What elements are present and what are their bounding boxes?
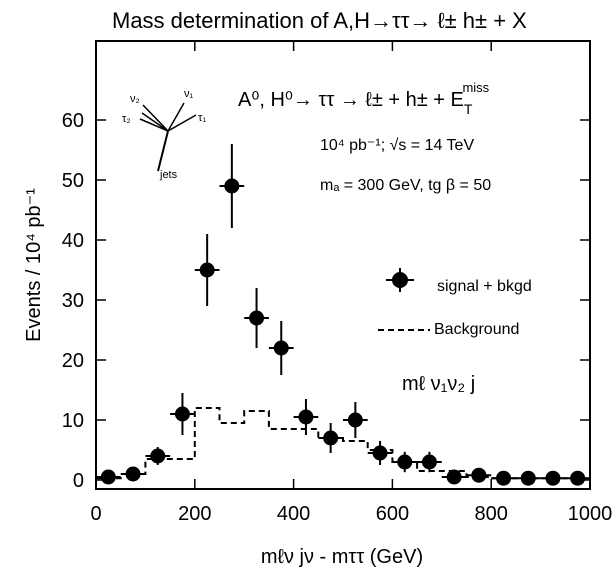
signal-points xyxy=(96,144,590,486)
data-marker xyxy=(496,470,512,486)
y-tick-label: 30 xyxy=(62,290,84,312)
signal-point xyxy=(392,451,418,473)
data-marker xyxy=(174,406,190,422)
data-marker xyxy=(100,469,116,485)
signal-point xyxy=(417,451,442,473)
topo-nu1: ν₁ xyxy=(184,88,194,100)
signal-point xyxy=(367,441,393,465)
x-tick-label: 400 xyxy=(277,503,310,525)
signal-point xyxy=(540,470,566,486)
data-marker xyxy=(249,310,265,326)
y-tick-label: 10 xyxy=(62,410,84,432)
x-axis: 0 200 400 600 800 1000 xyxy=(90,41,612,525)
x-tick-label: 800 xyxy=(475,503,508,525)
topo-tau1: τ₁ xyxy=(198,112,206,124)
y-tick-label: 40 xyxy=(62,230,84,252)
data-marker xyxy=(446,469,462,485)
data-marker xyxy=(520,470,536,486)
signal-point xyxy=(318,423,343,453)
topo-nu2: ν₂ xyxy=(130,93,140,105)
signal-point xyxy=(194,234,220,306)
chart-title: Mass determination of A,H→ττ→ ℓ± h± + X xyxy=(112,8,527,33)
data-marker xyxy=(471,467,487,483)
background-histogram xyxy=(96,407,590,480)
signal-point xyxy=(491,470,516,486)
legend-signal-label: signal + bkgd xyxy=(437,278,532,295)
signal-point xyxy=(441,469,467,485)
topo-jets: jets xyxy=(159,169,178,181)
signal-point xyxy=(466,467,492,483)
data-marker xyxy=(397,454,413,470)
signal-point xyxy=(120,466,146,482)
signal-point xyxy=(343,402,368,438)
signal-point xyxy=(96,469,121,485)
data-marker xyxy=(199,262,215,278)
topo-tau2: τ₂ xyxy=(122,113,131,125)
y-tick-label: 0 xyxy=(73,470,84,492)
y-axis-label: Events / 10⁴ pb⁻¹ xyxy=(23,188,45,342)
process-label: A⁰, H⁰→ ττ → ℓ± + h± + ETmiss xyxy=(238,80,490,117)
x-tick-label: 0 xyxy=(90,503,101,525)
signal-point xyxy=(293,399,319,435)
signal-point xyxy=(170,393,195,435)
legend: signal + bkgd Background xyxy=(378,268,532,338)
signal-point xyxy=(244,288,269,348)
x-tick-label: 200 xyxy=(178,503,211,525)
x-tick-label: 1000 xyxy=(568,503,613,525)
data-marker xyxy=(323,430,339,446)
plot-frame xyxy=(95,40,591,490)
data-marker xyxy=(125,466,141,482)
y-axis: 0 10 20 30 40 50 60 xyxy=(62,110,590,492)
data-marker xyxy=(224,178,240,194)
legend-background-label: Background xyxy=(434,321,519,338)
y-tick-label: 50 xyxy=(62,170,84,192)
signal-point xyxy=(565,470,590,486)
data-marker xyxy=(570,470,586,486)
x-tick-label: 600 xyxy=(376,503,409,525)
signal-point xyxy=(145,447,171,465)
data-marker xyxy=(347,412,363,428)
signal-point xyxy=(219,144,245,228)
y-tick-label: 20 xyxy=(62,350,84,372)
data-marker xyxy=(545,470,561,486)
data-marker xyxy=(372,445,388,461)
background-step-line xyxy=(96,407,590,480)
luminosity-label: 10⁴ pb⁻¹; √s = 14 TeV xyxy=(320,137,474,154)
data-marker xyxy=(273,340,289,356)
parameters-label: mₐ = 300 GeV, tg β = 50 xyxy=(320,177,491,194)
y-tick-label: 60 xyxy=(62,110,84,132)
decay-topology-sketch: ν₂ ν₁ τ₂ τ₁ jets xyxy=(122,88,206,181)
signal-point xyxy=(268,321,294,375)
data-marker xyxy=(421,454,437,470)
data-marker xyxy=(298,409,314,425)
data-marker xyxy=(150,448,166,464)
x-axis-label: mℓν jν - mττ (GeV) xyxy=(261,546,423,568)
variable-label: mℓ ν₁ν₂ j xyxy=(402,373,475,395)
legend-signal-marker xyxy=(386,268,414,292)
signal-point xyxy=(515,470,541,486)
